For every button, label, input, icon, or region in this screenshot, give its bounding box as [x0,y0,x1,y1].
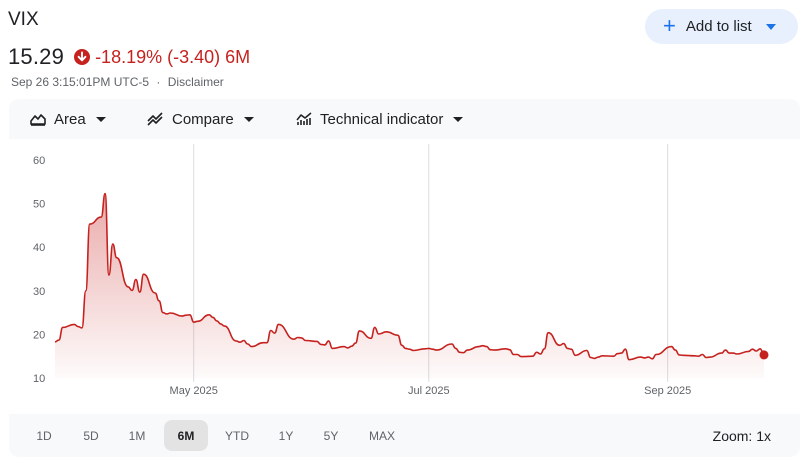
area-chart-icon [30,112,46,126]
price-line [54,192,765,361]
y-tick-label: 20 [33,329,45,341]
quote-meta: Sep 26 3:15:01PM UTC-5 · Disclaimer [11,75,224,89]
range-max-button[interactable]: MAX [368,428,395,443]
y-tick-label: 10 [33,373,45,385]
y-tick-label: 60 [33,155,45,167]
range-1y-button[interactable]: 1Y [278,428,294,443]
meta-separator: · [156,75,161,89]
x-tick-label: Sep 2025 [644,385,691,397]
price-area-fill [55,193,764,378]
price-chart[interactable]: 10 20 30 40 50 60 May 2025 Jul 2025 Sep 2025 [9,140,800,413]
compare-dropdown[interactable]: Compare [147,99,254,139]
chart-type-label: Area [54,110,86,128]
chart-area[interactable]: 10 20 30 40 50 60 May 2025 Jul 2025 Sep 2025 [9,140,800,413]
caret-down-icon [95,116,106,122]
price-row: 15.29 -18.19% (-3.40) 6M [8,44,250,70]
caret-down-icon [765,23,776,30]
range-6m-button[interactable]: 6M [164,420,208,451]
compare-label: Compare [172,110,234,128]
add-to-list-label: Add to list [685,18,752,35]
current-price: 15.29 [8,44,65,69]
y-tick-label: 40 [33,242,45,254]
range-1d-button[interactable]: 1D [36,428,52,443]
quote-timestamp: Sep 26 3:15:01PM UTC-5 [11,75,150,89]
range-5d-button[interactable]: 5D [83,428,99,443]
y-tick-label: 30 [33,286,45,298]
caret-down-icon [243,116,254,122]
y-tick-label: 50 [33,199,45,211]
technical-indicator-dropdown[interactable]: Technical indicator [296,99,464,139]
x-tick-label: May 2025 [170,385,218,397]
price-change: -18.19% (-3.40) 6M [95,46,251,67]
indicator-icon [296,112,312,126]
caret-down-icon [453,116,464,122]
chart-toolbar: Area Compare Technical indicator [9,99,800,139]
chart-type-dropdown[interactable]: Area [30,99,106,139]
range-ytd-button[interactable]: YTD [225,428,249,443]
add-to-list-button[interactable]: + Add to list [645,9,798,44]
last-price-marker [759,350,769,360]
range-1m-button[interactable]: 1M [128,428,146,443]
arrow-down-circle-icon [74,49,91,65]
x-tick-label: Jul 2025 [408,385,450,397]
zoom-level: Zoom: 1x [712,427,771,444]
compare-icon [147,112,164,126]
plus-icon: + [663,12,676,38]
range-5y-button[interactable]: 5Y [323,428,339,443]
disclaimer-link[interactable]: Disclaimer [167,75,224,89]
range-bar: 1D 5D 1M 6M YTD 1Y 5Y MAX Zoom: 1x [9,414,800,457]
ticker-symbol: VIX [8,9,39,30]
technical-indicator-label: Technical indicator [320,110,444,128]
